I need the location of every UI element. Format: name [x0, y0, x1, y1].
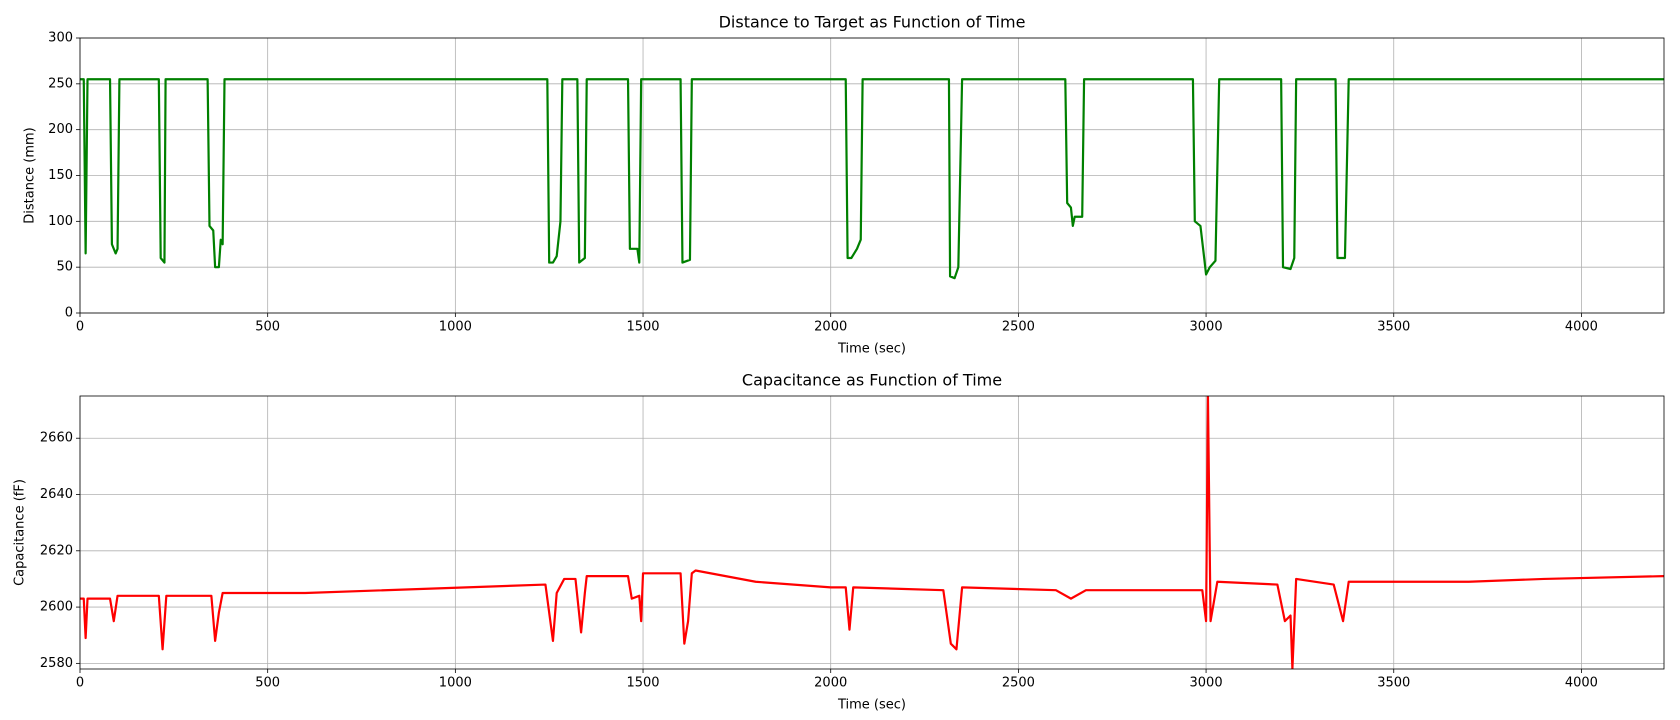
y-tick-label: 2640: [40, 487, 73, 502]
x-axis-label: Time (sec): [837, 342, 906, 357]
y-axis-label: Capacitance (fF): [13, 479, 28, 586]
y-tick-label: 2620: [40, 543, 73, 558]
y-tick-label: 100: [48, 214, 73, 229]
y-tick-label: 150: [48, 168, 73, 183]
y-tick-label: 300: [48, 31, 73, 46]
x-tick-label: 4000: [1565, 676, 1598, 691]
x-tick-label: 2500: [1002, 676, 1035, 691]
x-tick-label: 0: [76, 676, 84, 691]
y-tick-label: 2660: [40, 431, 73, 446]
y-tick-label: 0: [65, 306, 73, 321]
x-tick-label: 500: [255, 676, 280, 691]
x-axis-label: Time (sec): [837, 698, 906, 713]
x-tick-label: 3000: [1190, 320, 1223, 335]
x-tick-label: 2000: [814, 676, 847, 691]
y-tick-label: 50: [56, 260, 73, 275]
chart-title: Capacitance as Function of Time: [742, 371, 1002, 390]
y-tick-label: 250: [48, 76, 73, 91]
x-tick-label: 4000: [1565, 320, 1598, 335]
x-tick-label: 0: [76, 320, 84, 335]
axes-frame: [79, 395, 1665, 670]
x-tick-label: 1000: [439, 676, 472, 691]
x-tick-label: 2500: [1002, 320, 1035, 335]
x-tick-label: 500: [255, 320, 280, 335]
y-axis-label: Distance (mm): [23, 127, 38, 223]
x-tick-label: 2000: [814, 320, 847, 335]
data-line: [80, 78, 1664, 280]
x-tick-label: 3500: [1377, 676, 1410, 691]
data-line: [80, 396, 1664, 669]
x-tick-label: 3500: [1377, 320, 1410, 335]
axes-frame: [79, 37, 1665, 314]
y-tick-label: 2580: [40, 656, 73, 671]
x-tick-label: 1000: [439, 320, 472, 335]
chart-title: Distance to Target as Function of Time: [719, 13, 1026, 32]
y-tick-label: 2600: [40, 600, 73, 615]
x-tick-label: 1500: [626, 320, 659, 335]
x-tick-label: 1500: [626, 676, 659, 691]
x-tick-label: 3000: [1190, 676, 1223, 691]
y-tick-label: 200: [48, 122, 73, 137]
